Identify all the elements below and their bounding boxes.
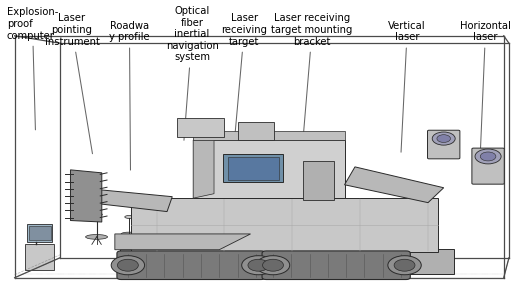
Circle shape [388, 256, 421, 275]
Polygon shape [70, 170, 102, 222]
FancyBboxPatch shape [27, 224, 52, 242]
Ellipse shape [125, 215, 134, 218]
Circle shape [263, 259, 283, 271]
FancyBboxPatch shape [228, 157, 279, 180]
Ellipse shape [91, 213, 102, 216]
Polygon shape [193, 131, 345, 140]
Circle shape [248, 259, 269, 271]
Circle shape [480, 152, 496, 161]
Text: Laser receiving
target mounting
bracket: Laser receiving target mounting bracket [271, 13, 353, 152]
Text: Horizontal
laser: Horizontal laser [460, 21, 511, 152]
Ellipse shape [121, 232, 138, 236]
FancyBboxPatch shape [177, 118, 224, 137]
Ellipse shape [86, 235, 108, 239]
Text: Explosion-
proof
computer: Explosion- proof computer [7, 7, 58, 130]
Circle shape [256, 256, 290, 275]
FancyBboxPatch shape [238, 122, 274, 140]
Polygon shape [115, 234, 251, 250]
FancyBboxPatch shape [472, 148, 504, 184]
FancyBboxPatch shape [262, 251, 410, 280]
Text: Vertical
laser: Vertical laser [388, 21, 426, 152]
FancyBboxPatch shape [29, 226, 51, 240]
Polygon shape [303, 161, 334, 200]
Polygon shape [193, 140, 345, 198]
Circle shape [437, 135, 450, 142]
Polygon shape [120, 249, 454, 274]
Polygon shape [89, 189, 172, 212]
Polygon shape [345, 167, 444, 203]
Text: Roadwa
y profile: Roadwa y profile [109, 21, 150, 170]
Circle shape [475, 149, 501, 164]
Circle shape [111, 256, 145, 275]
Polygon shape [193, 140, 214, 198]
Circle shape [432, 132, 455, 145]
FancyBboxPatch shape [130, 198, 438, 252]
Circle shape [117, 259, 138, 271]
FancyBboxPatch shape [223, 154, 283, 182]
FancyBboxPatch shape [428, 130, 460, 159]
Text: Laser
pointing
instrument: Laser pointing instrument [44, 13, 100, 154]
Text: Optical
fiber
inertial
navigation
system: Optical fiber inertial navigation system [165, 6, 219, 140]
Text: Laser
receiving
target: Laser receiving target [221, 13, 267, 145]
Circle shape [394, 259, 415, 271]
FancyBboxPatch shape [117, 251, 265, 280]
Circle shape [242, 256, 275, 275]
FancyBboxPatch shape [25, 244, 54, 270]
